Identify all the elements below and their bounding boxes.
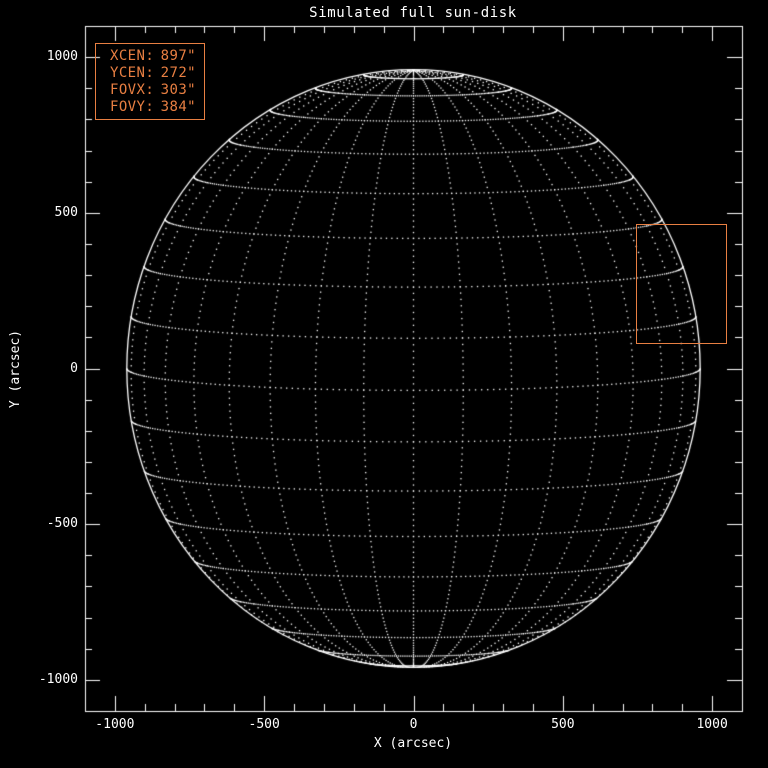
- y-tick-label: 500: [54, 204, 78, 220]
- info-value: 384": [160, 98, 196, 115]
- info-row-ycen: YCEN: 272": [96, 65, 204, 82]
- x-tick-label: 1000: [696, 717, 728, 732]
- info-label: FOVX:: [110, 81, 155, 98]
- info-label: FOVY:: [110, 98, 155, 115]
- info-row-fovy: FOVY: 384": [96, 99, 204, 116]
- fov-info-box: XCEN: 897" YCEN: 272" FOVX: 303" FOVY: 3…: [95, 43, 205, 120]
- x-tick-label: 0: [409, 717, 418, 732]
- y-tick-label: 0: [70, 360, 78, 376]
- y-tick-label: -500: [46, 516, 78, 532]
- info-row-fovx: FOVX: 303": [96, 82, 204, 99]
- y-axis-label: Y (arcsec): [8, 329, 23, 409]
- info-label: YCEN:: [110, 64, 155, 81]
- y-tick-label: -1000: [38, 671, 78, 687]
- info-label: XCEN:: [110, 47, 155, 64]
- y-tick-label: 1000: [46, 49, 78, 65]
- info-row-xcen: XCEN: 897": [96, 48, 204, 65]
- info-value: 272": [160, 64, 196, 81]
- x-tick-label: 500: [551, 717, 575, 732]
- x-tick-label: -500: [248, 717, 280, 732]
- x-tick-label: -1000: [95, 717, 135, 732]
- fov-rectangle: [636, 224, 727, 344]
- x-axis-label: X (arcsec): [373, 736, 453, 751]
- chart-title: Simulated full sun-disk: [309, 5, 517, 21]
- info-value: 303": [160, 81, 196, 98]
- info-value: 897": [160, 47, 196, 64]
